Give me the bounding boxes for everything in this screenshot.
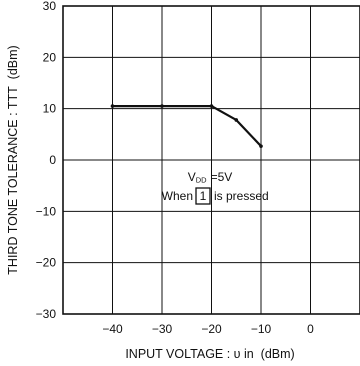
key-box — [195, 187, 211, 205]
data-point — [160, 104, 164, 108]
y-tick-label: −30 — [36, 307, 57, 321]
x-tick-label: −30 — [152, 322, 173, 336]
when-prefix: When — [162, 189, 193, 203]
y-axis-title: THIRD TONE TOLERANCE : TTT (dBm) — [6, 45, 20, 274]
plot-frame — [62, 5, 360, 315]
y-tick-label: 10 — [43, 102, 57, 116]
data-point — [234, 118, 239, 122]
series — [110, 104, 263, 148]
x-tick-label: −20 — [201, 322, 222, 336]
y-tick-label: −10 — [36, 204, 57, 218]
y-tick-label: −20 — [36, 256, 57, 270]
x-tick-label: −40 — [102, 322, 123, 336]
x-axis-title: INPUT VOLTAGE : υ in (dBm) — [125, 347, 294, 361]
data-point — [209, 104, 214, 108]
annotation: VDD =5V When 1 is pressed — [162, 170, 269, 205]
supply-subscript: DD — [196, 176, 207, 185]
when-suffix: is pressed — [214, 189, 269, 203]
grid — [63, 5, 360, 315]
y-tick-label: 30 — [43, 0, 57, 13]
y-tick-label: 0 — [49, 153, 56, 167]
series-line — [112, 104, 262, 147]
data-point — [110, 104, 115, 108]
supply-symbol: V — [188, 170, 196, 184]
y-tick-labels: 30 20 10 0 −10 −20 −30 — [36, 0, 57, 321]
key-number: 1 — [200, 189, 207, 203]
supply-value: =5V — [211, 170, 233, 184]
supply-voltage-label: VDD =5V — [188, 170, 233, 185]
data-point — [259, 144, 263, 148]
y-tick-label: 20 — [43, 50, 57, 64]
x-tick-label: −10 — [251, 322, 272, 336]
x-tick-label: 0 — [307, 322, 314, 336]
x-tick-labels: −40 −30 −20 −10 0 — [102, 322, 314, 336]
